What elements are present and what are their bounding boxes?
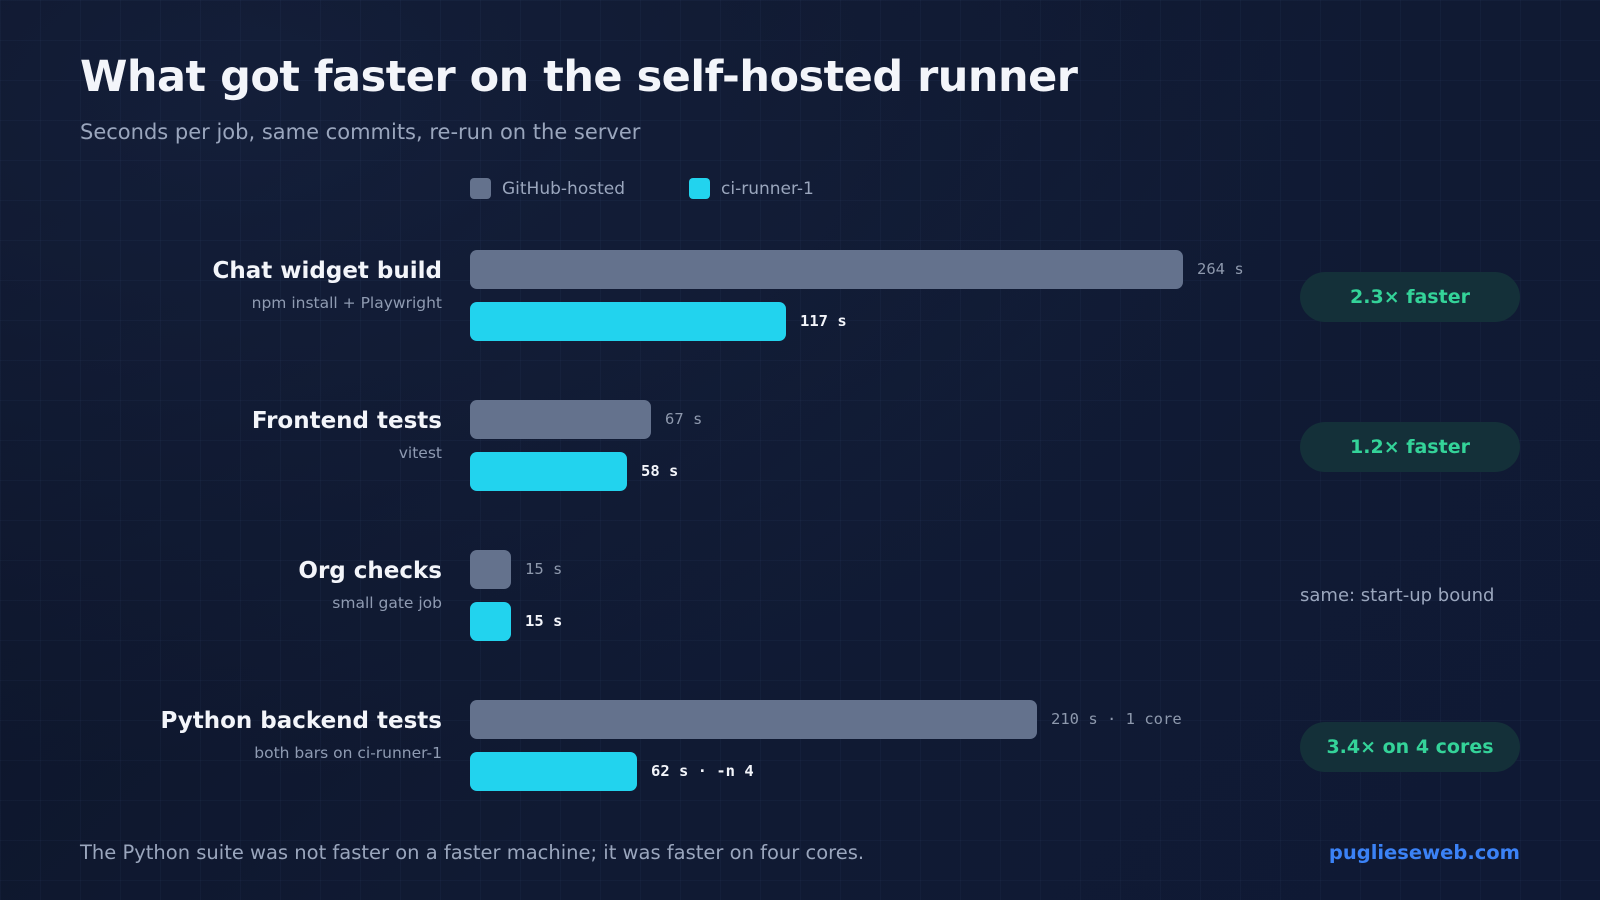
bar-chat-widget-build-github-hosted [470,250,1183,289]
category-label-chat-widget-build: Chat widget build npm install + Playwrigh… [212,258,442,312]
speedup-note-org-checks: same: start-up bound [1300,585,1495,606]
category-subtitle: npm install + Playwright [251,294,442,312]
speedup-badge-chat-widget-build: 2.3× faster [1300,272,1520,322]
value-label-org-checks-github-hosted: 15 s [525,560,563,578]
category-subtitle: vitest [398,444,442,462]
chart-subtitle: Seconds per job, same commits, re-run on… [80,120,641,144]
speedup-badge-python-backend-tests: 3.4× on 4 cores [1300,722,1520,772]
value-label-frontend-tests-github-hosted: 67 s [665,410,703,428]
bar-org-checks-github-hosted [470,550,511,589]
category-label-python-backend-tests: Python backend tests both bars on ci-runn… [160,708,442,762]
legend-swatch-github-hosted [470,178,491,199]
value-label-chat-widget-build-github-hosted: 264 s [1197,260,1244,278]
chart-title: What got faster on the self-hosted runne… [80,52,1078,102]
value-label-frontend-tests-ci-runner-1: 58 s [641,462,679,480]
value-label-python-backend-tests-github-hosted: 210 s · 1 core [1051,710,1182,728]
value-label-org-checks-ci-runner-1: 15 s [525,612,563,630]
category-subtitle: both bars on ci-runner-1 [254,744,442,762]
legend-item-ci-runner-1: ci-runner-1 [689,178,814,199]
category-name: Python backend tests [160,708,442,734]
legend-label-github-hosted: GitHub-hosted [502,178,625,199]
value-label-chat-widget-build-ci-runner-1: 117 s [800,312,847,330]
legend: GitHub-hosted ci-runner-1 [470,178,814,199]
category-label-org-checks: Org checks small gate job [298,558,442,612]
legend-swatch-ci-runner-1 [689,178,710,199]
bar-python-backend-tests-ci-runner-1 [470,752,637,791]
value-label-python-backend-tests-ci-runner-1: 62 s · -n 4 [651,762,754,780]
footer-note: The Python suite was not faster on a fas… [80,841,865,864]
category-label-frontend-tests: Frontend tests vitest [252,408,442,462]
brand-link[interactable]: puglieseweb.com [1328,841,1520,864]
category-name: Org checks [298,558,442,584]
category-name: Frontend tests [251,408,442,434]
bar-python-backend-tests-github-hosted [470,700,1037,739]
bar-org-checks-ci-runner-1 [470,602,511,641]
legend-item-github-hosted: GitHub-hosted [470,178,625,199]
category-name: Chat widget build [212,258,442,284]
legend-label-ci-runner-1: ci-runner-1 [721,178,814,199]
bar-frontend-tests-github-hosted [470,400,651,439]
category-subtitle: small gate job [332,594,442,612]
speedup-badge-frontend-tests: 1.2× faster [1300,422,1520,472]
bar-frontend-tests-ci-runner-1 [470,452,627,491]
bar-chat-widget-build-ci-runner-1 [470,302,786,341]
